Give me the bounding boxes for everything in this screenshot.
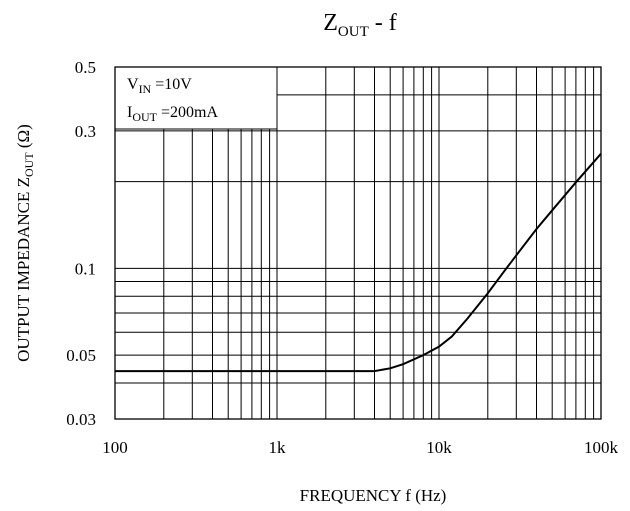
y-tick-label: 0.1 — [75, 259, 96, 278]
y-tick-label: 0.05 — [66, 346, 96, 365]
x-tick-labels: 100 1k 10k 100k — [102, 438, 618, 457]
y-tick-label: 0.5 — [75, 58, 96, 77]
chart-title: ZOUT - f — [323, 10, 396, 40]
y-tick-label: 0.03 — [66, 410, 96, 429]
x-tick-label: 1k — [269, 438, 287, 457]
x-axis-label: FREQUENCY f (Hz) — [300, 486, 447, 505]
conditions-box: VIN =10V IOUT =200mA — [115, 67, 278, 130]
condition-label: IOUT =200mA — [127, 104, 218, 124]
conditions-box-background — [115, 67, 277, 129]
x-tick-label: 100k — [584, 438, 619, 457]
x-tick-label: 100 — [102, 438, 128, 457]
condition-label: VIN =10V — [127, 76, 192, 96]
plot-frame — [114, 66, 602, 420]
y-axis-label: OUTPUT IMPEDANCE ZOUT (Ω) — [14, 124, 36, 362]
x-tick-label: 10k — [426, 438, 452, 457]
y-tick-labels: 0.5 0.3 0.1 0.05 0.03 — [66, 58, 96, 429]
y-tick-label: 0.3 — [75, 122, 96, 141]
series-line — [115, 153, 602, 373]
